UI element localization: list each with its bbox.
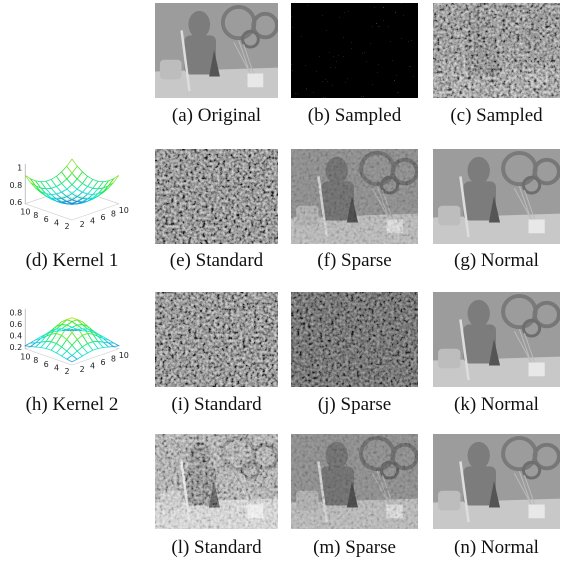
y-tick-label: 8 <box>111 354 116 363</box>
y-tick-label: 2 <box>80 220 85 229</box>
image <box>155 434 278 529</box>
caption: (c) Sampled <box>450 105 543 126</box>
image-panel <box>291 434 418 529</box>
caption: (k) Normal <box>454 394 539 415</box>
x-tick-label: 10 <box>20 208 30 217</box>
image <box>291 292 418 387</box>
caption: (l) Standard <box>171 537 262 558</box>
noise <box>291 149 418 244</box>
image <box>433 3 560 98</box>
caption: (i) Standard <box>171 394 262 415</box>
x-tick-label: 2 <box>64 222 69 231</box>
image <box>291 149 418 244</box>
caption: (m) Sparse <box>313 537 396 558</box>
x-tick-label: 2 <box>64 367 69 376</box>
tint <box>155 292 278 387</box>
noise <box>291 434 418 529</box>
image-panel <box>433 292 560 387</box>
image-panel <box>291 292 418 387</box>
y-tick-label: 4 <box>90 362 95 371</box>
z-tick-label: 0.8 <box>9 181 22 190</box>
image-panel <box>433 3 560 98</box>
caption: (a) Original <box>172 105 261 126</box>
tint <box>155 149 278 244</box>
image-panel <box>155 3 278 98</box>
z-tick-label: 0.4 <box>9 332 22 341</box>
caption: (d) Kernel 1 <box>26 250 119 271</box>
x-tick-label: 6 <box>44 215 49 224</box>
scene <box>433 434 560 529</box>
z-tick-label: 0.8 <box>9 309 22 318</box>
z-tick-label: 0.6 <box>9 198 22 207</box>
image-panel <box>433 149 560 244</box>
caption: (f) Sparse <box>317 250 391 271</box>
image-panel <box>291 149 418 244</box>
caption: (n) Normal <box>454 537 539 558</box>
image-panel <box>433 434 560 529</box>
image <box>291 3 418 98</box>
image-panel <box>291 3 418 98</box>
y-tick-label: 4 <box>90 217 95 226</box>
caption: (j) Sparse <box>318 394 391 415</box>
x-tick-label: 6 <box>44 360 49 369</box>
caption: (b) Sampled <box>308 105 402 126</box>
image <box>155 3 278 98</box>
scene <box>433 292 560 387</box>
x-tick-label: 10 <box>20 353 30 362</box>
y-tick-label: 6 <box>100 358 105 367</box>
y-tick-label: 8 <box>111 209 116 218</box>
x-tick-label: 4 <box>54 218 59 227</box>
x-tick-label: 4 <box>54 363 59 372</box>
caption: (h) Kernel 2 <box>26 394 119 415</box>
image <box>155 292 278 387</box>
image <box>155 149 278 244</box>
y-tick-label: 10 <box>119 206 129 215</box>
y-tick-label: 10 <box>119 351 129 360</box>
image-panel <box>155 149 278 244</box>
caption: (g) Normal <box>454 250 539 271</box>
image <box>291 434 418 529</box>
y-tick-label: 2 <box>80 365 85 374</box>
tint <box>291 292 418 387</box>
image <box>433 149 560 244</box>
x-tick-label: 8 <box>33 211 38 220</box>
noise <box>155 434 278 529</box>
y-tick-label: 6 <box>100 213 105 222</box>
noise <box>291 3 418 98</box>
scene <box>433 3 560 98</box>
scene <box>433 149 560 244</box>
image <box>433 292 560 387</box>
figure: (a) Original (b) Sampled (c) Sampled (e) St… <box>0 0 571 569</box>
z-tick-label: 0.6 <box>9 320 22 329</box>
z-tick-label: 0.2 <box>9 343 22 352</box>
x-tick-label: 8 <box>33 356 38 365</box>
image-panel <box>155 434 278 529</box>
scene <box>155 3 278 98</box>
image-panel <box>155 292 278 387</box>
image <box>433 434 560 529</box>
z-tick-label: 1 <box>17 164 22 173</box>
caption: (e) Standard <box>170 250 264 271</box>
